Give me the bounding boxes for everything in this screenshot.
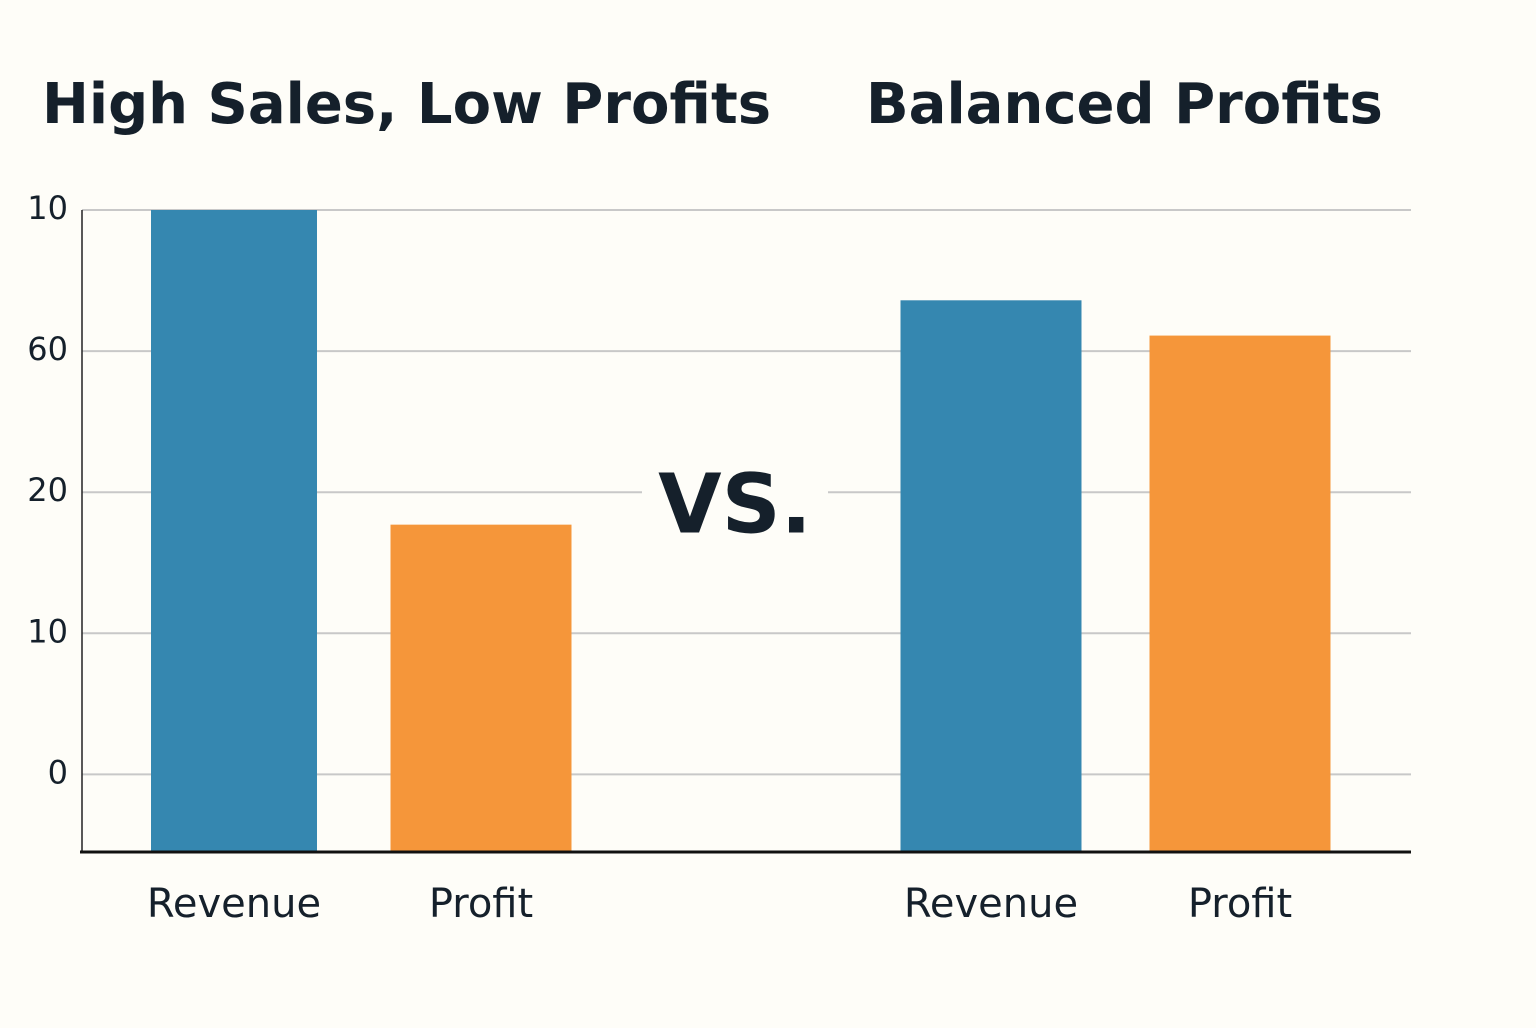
bar: [151, 210, 317, 852]
x-tick-label: Revenue: [147, 881, 321, 927]
bars: [151, 210, 1331, 853]
y-tick-label: 10: [27, 189, 68, 227]
chart-title: Balanced Profits: [866, 72, 1383, 137]
x-tick-label: Profit: [429, 881, 533, 927]
y-tick-label: 10: [27, 612, 68, 650]
y-tick-label: 60: [27, 330, 68, 368]
annotation-bg: [642, 462, 828, 532]
bar: [390, 524, 572, 852]
bar: [1149, 335, 1331, 853]
y-tick-label: 20: [27, 471, 68, 509]
bar: [900, 300, 1082, 852]
labels: High Sales, Low Profits 10 60 20 10 0 Revenue P…: [27, 72, 1383, 927]
y-tick-label: 0: [48, 753, 68, 791]
x-tick-label: Profit: [1188, 881, 1292, 927]
annotation: VS.: [658, 457, 812, 552]
x-tick-label: Revenue: [904, 881, 1078, 927]
chart-title: High Sales, Low Profits: [42, 72, 771, 137]
